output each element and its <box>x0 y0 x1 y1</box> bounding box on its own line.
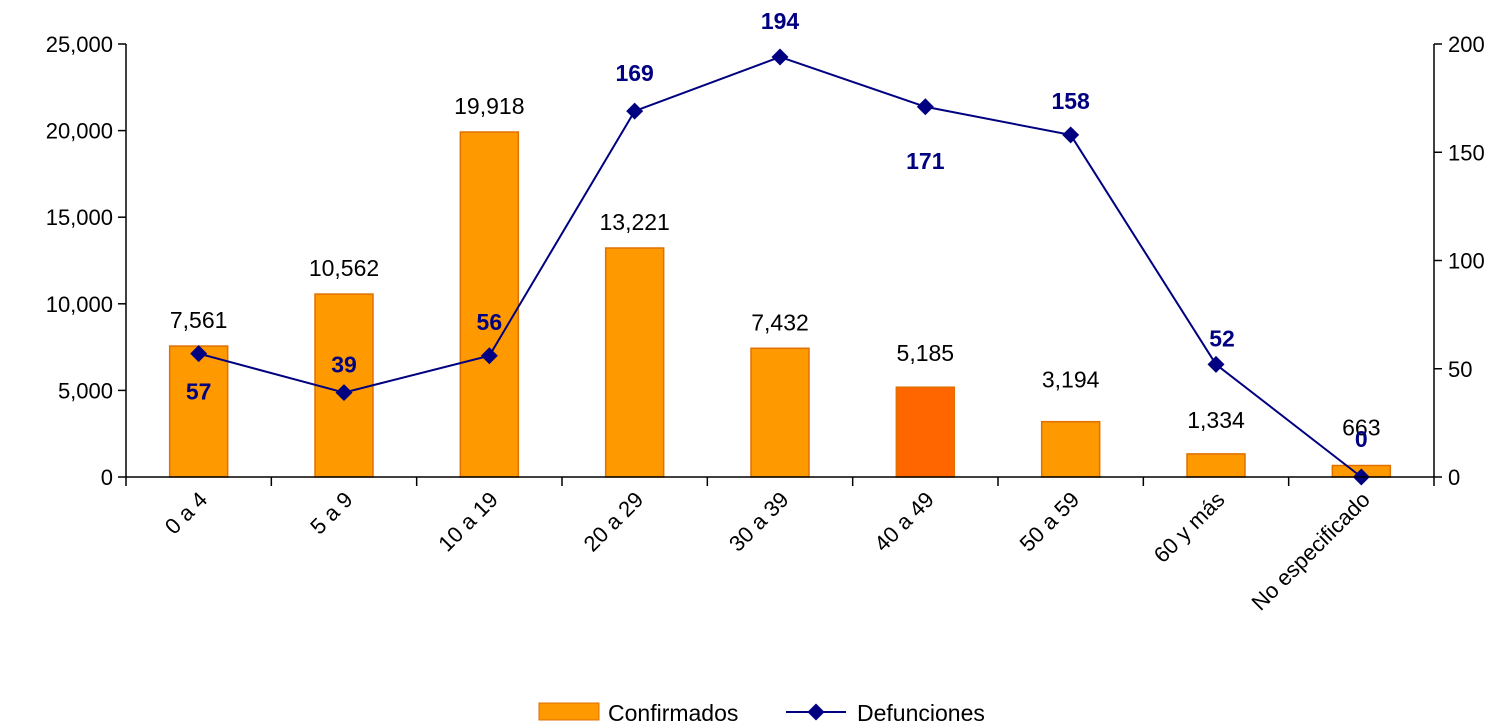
line-value-label: 169 <box>615 60 653 86</box>
bar-value-label: 3,194 <box>1042 367 1100 393</box>
x-tick-label: 40 a 49 <box>869 487 939 557</box>
x-axis: 0 a 4 5 a 9 10 a 19 20 a 29 30 a 39 40 a 49 50… <box>125 476 1435 615</box>
line-marker <box>1062 126 1080 144</box>
x-tick-label: 10 a 19 <box>433 487 503 557</box>
line-value-label: 158 <box>1051 88 1090 114</box>
right-tick-label: 50 <box>1448 357 1472 382</box>
bar-value-label: 10,562 <box>309 255 379 281</box>
bar-confirmados <box>1040 420 1101 478</box>
left-tick-label: 15,000 <box>46 205 113 230</box>
line-marker <box>190 345 208 363</box>
x-tick-label: 0 a 4 <box>160 487 212 539</box>
bar-value-label: 19,918 <box>454 93 524 119</box>
left-tick-label: 5,000 <box>58 378 113 403</box>
bar-confirmados <box>750 347 810 478</box>
x-tick-label: 20 a 29 <box>579 487 649 557</box>
right-tick-label: 0 <box>1448 465 1460 490</box>
bar-confirmados <box>459 131 520 478</box>
bar-value-label: 7,432 <box>751 309 809 335</box>
bar-value-label: 5,185 <box>897 340 955 366</box>
x-tick-label: No especificado <box>1246 487 1374 615</box>
bar-value-label: 13,221 <box>599 209 669 235</box>
bar-confirmados <box>895 386 956 478</box>
line-marker <box>916 98 934 116</box>
line-value-label: 39 <box>331 352 357 378</box>
bar-confirmados <box>604 247 665 478</box>
bars: 7,561 10,562 19,918 13,221 7,432 5,185 3,194 1,… <box>168 93 1392 478</box>
line-marker <box>626 102 644 120</box>
line-value-label: 57 <box>186 379 212 405</box>
left-tick-label: 25,000 <box>46 32 113 57</box>
left-tick-label: 20,000 <box>46 119 113 144</box>
line-value-label: 171 <box>906 148 945 174</box>
bar-confirmados <box>168 345 229 478</box>
line-value-label: 194 <box>761 8 800 34</box>
defunciones-line: 57 39 56 169 194 171 158 52 0 <box>186 8 1370 486</box>
bar-value-label: 663 <box>1342 415 1380 441</box>
x-tick-label: 30 a 39 <box>724 487 794 557</box>
line-marker <box>480 347 498 365</box>
legend-label-defunciones: Defunciones <box>857 700 985 726</box>
right-tick-label: 150 <box>1448 140 1485 165</box>
right-tick-label: 100 <box>1448 249 1485 274</box>
line-marker <box>335 384 353 402</box>
line-marker <box>1207 355 1225 373</box>
line-value-label: 0 <box>1355 426 1368 452</box>
x-tick-label: 50 a 59 <box>1015 487 1085 557</box>
line-value-label: 52 <box>1209 325 1235 351</box>
legend-label-confirmados: Confirmados <box>608 700 738 726</box>
bar-value-label: 7,561 <box>170 307 228 333</box>
legend-marker-defunciones <box>807 703 825 721</box>
right-axis: 0 50 100 150 200 <box>1433 32 1485 490</box>
left-tick-label: 10,000 <box>46 292 113 317</box>
x-tick-label: 5 a 9 <box>305 487 357 539</box>
line-value-label: 56 <box>477 309 503 335</box>
line-marker <box>771 48 789 66</box>
bar-value-label: 1,334 <box>1187 407 1245 433</box>
right-tick-label: 200 <box>1448 32 1485 57</box>
bar-confirmados <box>1186 453 1246 478</box>
left-tick-label: 0 <box>101 465 113 490</box>
legend-swatch-confirmados <box>538 702 600 721</box>
legend: Confirmados Defunciones <box>538 700 985 726</box>
x-tick-label: 60 y más <box>1149 487 1230 568</box>
left-axis: 0 5,000 10,000 15,000 20,000 25,000 <box>46 32 127 490</box>
